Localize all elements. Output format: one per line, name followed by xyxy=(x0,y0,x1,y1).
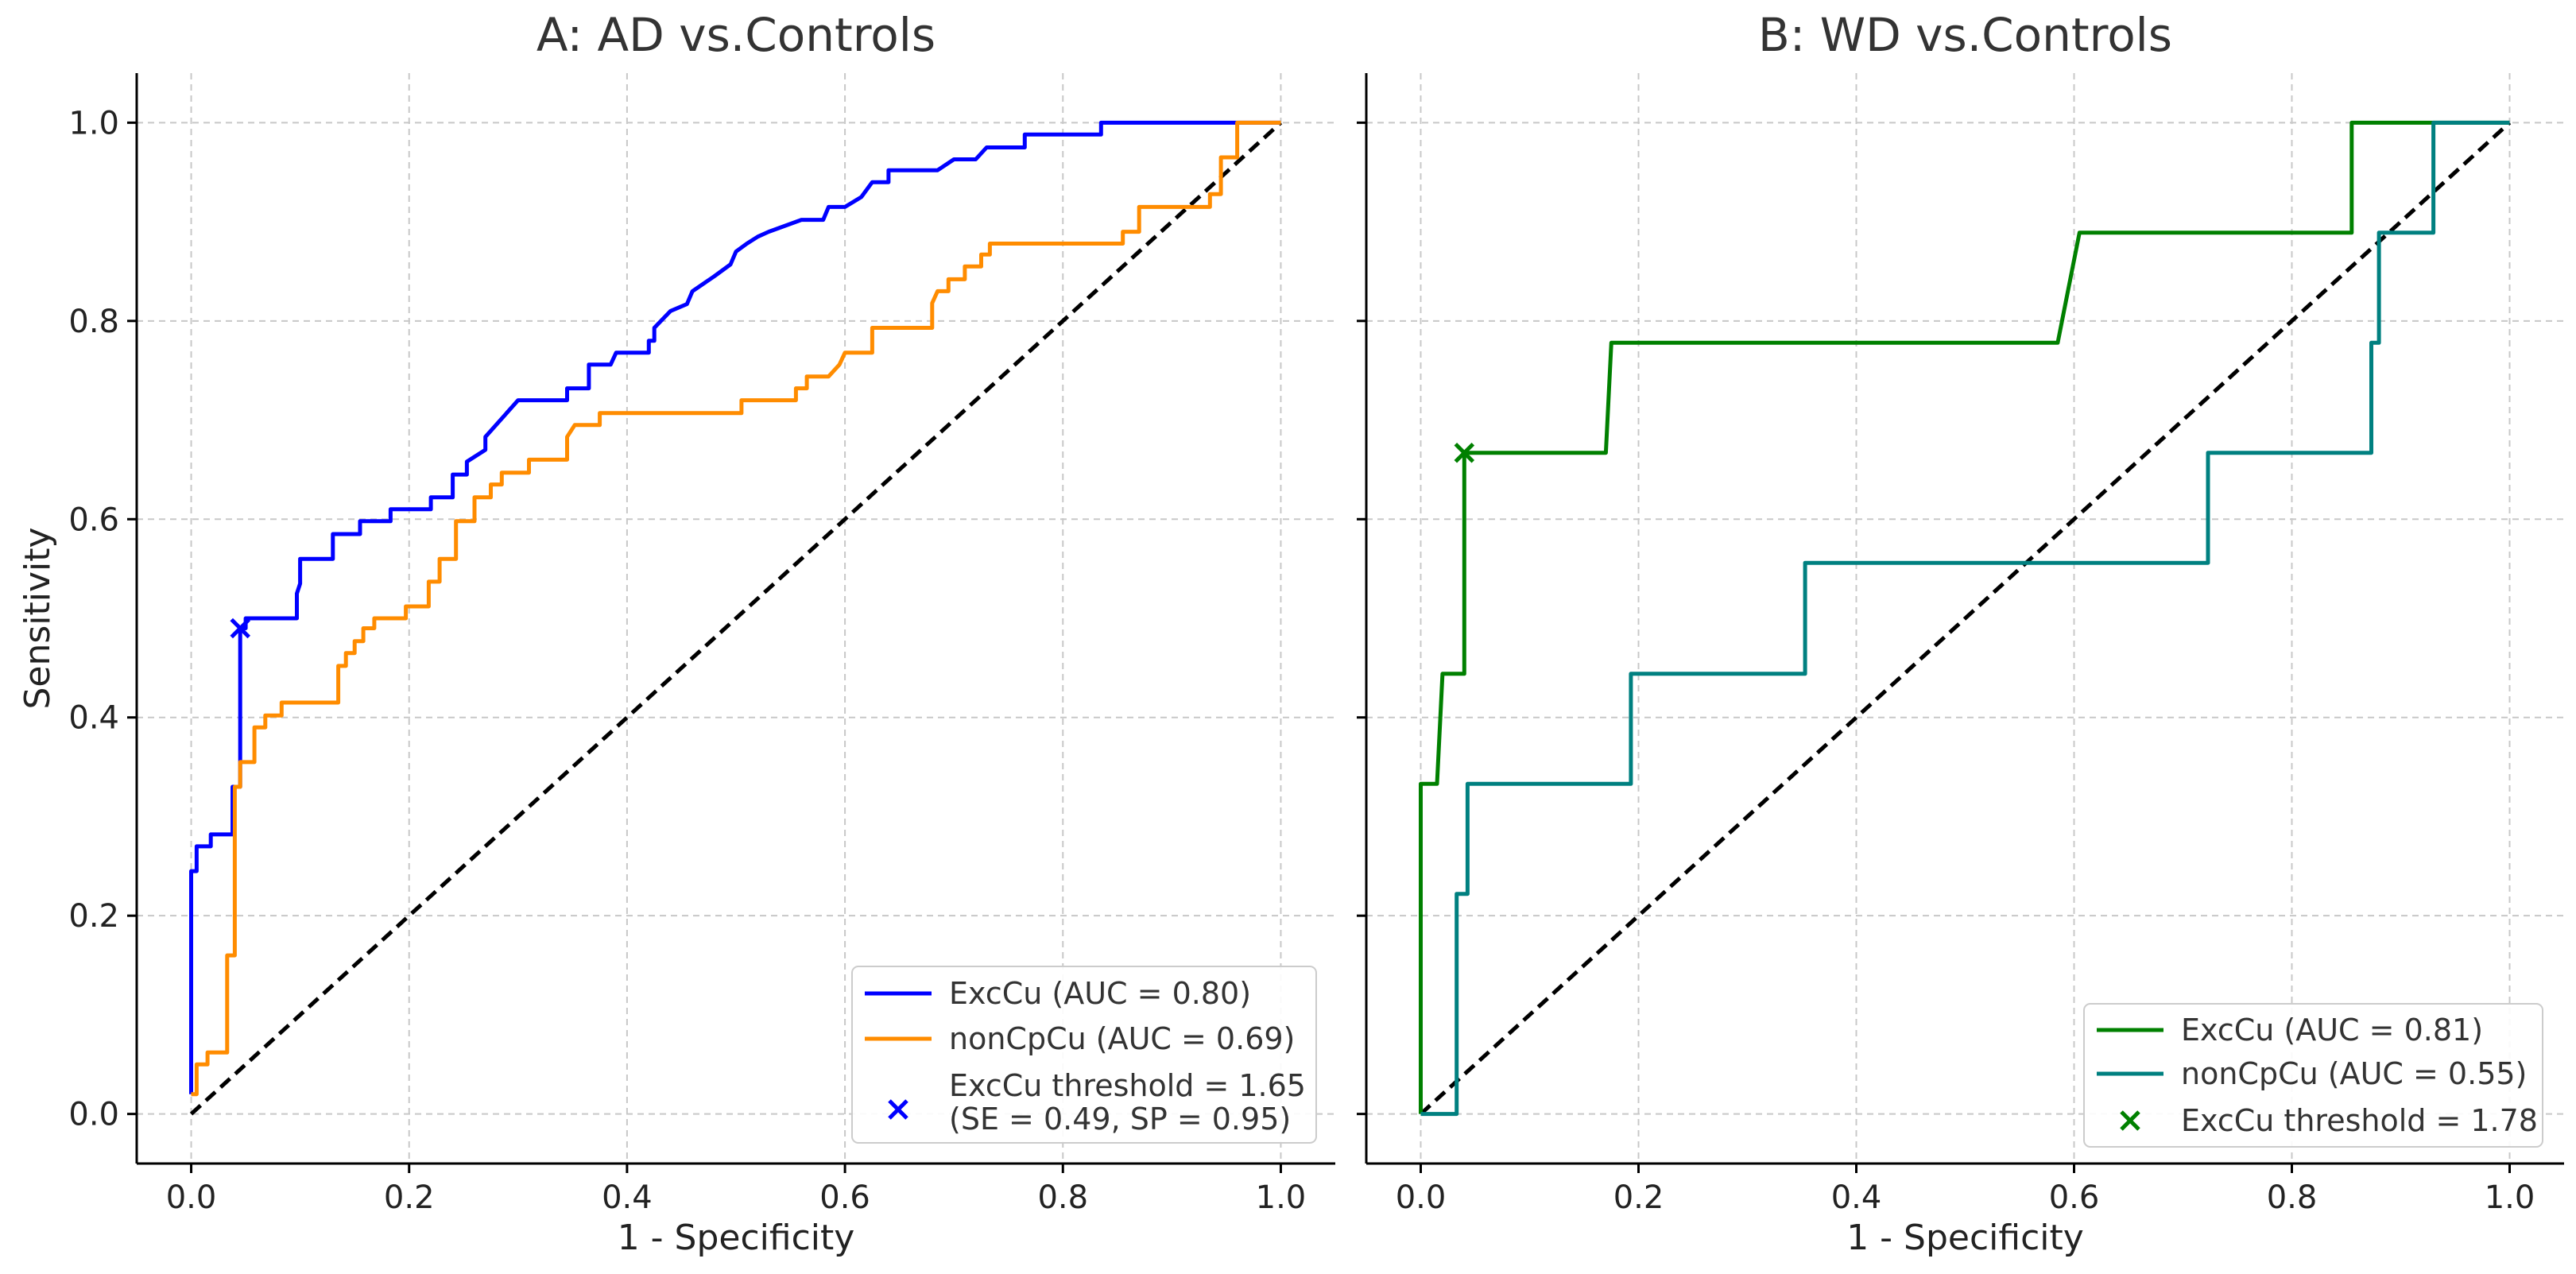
panel-a-x-tick-label-0.8: 0.8 xyxy=(1037,1179,1088,1216)
panel-a-threshold-point xyxy=(230,618,251,639)
panel-b-x-tick-label-0.6: 0.6 xyxy=(2049,1179,2100,1216)
panel-a-legend-box xyxy=(851,966,1317,1144)
panel-b-roc-line-exccu xyxy=(1419,120,2510,1114)
panel-a-legend-label-noncpcu: nonCpCu (AUC = 0.69) xyxy=(949,1021,1295,1056)
panel-a-legend-label-threshold-detail: (SE = 0.49, SP = 0.95) xyxy=(949,1102,1291,1137)
panel-a-roc-line-exccu xyxy=(189,120,1281,1094)
panel-a-grid xyxy=(137,73,1335,1164)
panel-b-x-tick-label-1.0: 1.0 xyxy=(2485,1179,2535,1216)
panel-b-legend-box xyxy=(2083,1003,2543,1148)
panel-a-y-axis-label: Sensitivity xyxy=(17,527,58,709)
panel-a-roc-line-noncpcu xyxy=(191,120,1281,1097)
panel-a-chance-line xyxy=(189,121,1283,1116)
panel-a-y-tick-label-1.0: 1.0 xyxy=(68,105,119,141)
panel-b-threshold-point-stroke-2 xyxy=(1454,442,1475,463)
panel-b-legend-marker-stroke-2 xyxy=(2120,1110,2140,1131)
panel-a-legend: ExcCu (AUC = 0.80) nonCpCu (AUC = 0.69) … xyxy=(851,966,1317,1144)
panel-b-x-tick-label-0.0: 0.0 xyxy=(1396,1179,1447,1216)
panel-b-roc-line-noncpcu xyxy=(1420,120,2510,1117)
panel-b-x-tick-label-0.4: 0.4 xyxy=(1831,1179,1882,1216)
panel-a-legend-marker-stroke-2 xyxy=(888,1099,908,1120)
panel-a-axes: 0.0 0.2 0.4 0.6 0.8 1.0 0.0 0.2 0.4 0.6 0.8 1.0 xyxy=(68,73,1335,1216)
panel-a-x-tick-label-0.6: 0.6 xyxy=(819,1179,870,1216)
panel-b-axes: 0.0 0.2 0.4 0.6 0.8 1.0 xyxy=(1357,73,2564,1216)
panel-a-y-tick-label-0.0: 0.0 xyxy=(68,1097,119,1133)
panel-a-legend-label-exccu: ExcCu (AUC = 0.80) xyxy=(949,976,1251,1011)
panel-a-x-tick-label-0.4: 0.4 xyxy=(602,1179,653,1216)
panel-a-x-tick-label-1.0: 1.0 xyxy=(1256,1179,1307,1216)
panel-b-series xyxy=(1419,120,2510,1117)
panel-a-threshold-point-stroke-2 xyxy=(230,618,251,639)
panel-a-x-tick-label-0.2: 0.2 xyxy=(384,1179,435,1216)
panel-b-reference xyxy=(1419,121,2512,1116)
panel-b-threshold-point xyxy=(1454,442,1475,463)
panel-b-chance-line xyxy=(1419,121,2512,1116)
panel-b-title: B: WD vs.Controls xyxy=(1758,8,2172,62)
panel-a-legend-label-threshold: ExcCu threshold = 1.65 xyxy=(949,1068,1306,1103)
panel-a-y-tick-label-0.2: 0.2 xyxy=(68,898,119,935)
panel-a-series xyxy=(189,120,1281,1097)
panel-a-x-tick-label-0.0: 0.0 xyxy=(166,1179,217,1216)
panel-a-x-axis-label: 1 - Specificity xyxy=(618,1218,855,1258)
panel-a-title: A: AD vs.Controls xyxy=(537,8,935,62)
panel-a-y-tick-label-0.4: 0.4 xyxy=(68,700,119,737)
panel-a-legend-threshold-marker xyxy=(888,1099,908,1120)
panel-b: 0.0 0.2 0.4 0.6 0.8 1.0 B: WD vs.Controls 1 -… xyxy=(1357,8,2564,1258)
panel-a-y-tick-label-0.6: 0.6 xyxy=(68,501,119,538)
panel-b-legend: ExcCu (AUC = 0.81) nonCpCu (AUC = 0.55) … xyxy=(2083,1003,2543,1148)
panel-b-legend-threshold-marker xyxy=(2120,1110,2140,1131)
panel-b-legend-label-exccu: ExcCu (AUC = 0.81) xyxy=(2181,1013,2483,1047)
panel-b-legend-label-noncpcu: nonCpCu (AUC = 0.55) xyxy=(2181,1056,2527,1091)
panel-a: 0.0 0.2 0.4 0.6 0.8 1.0 0.0 0.2 0.4 0.6 0.8 1.0 A: … xyxy=(17,8,1335,1258)
panel-b-x-axis-label: 1 - Specificity xyxy=(1846,1218,2084,1258)
panel-b-x-tick-label-0.2: 0.2 xyxy=(1613,1179,1664,1216)
panel-a-y-tick-label-0.8: 0.8 xyxy=(68,304,119,340)
panel-a-reference xyxy=(189,121,1283,1116)
panel-b-x-tick-label-0.8: 0.8 xyxy=(2267,1179,2318,1216)
panel-b-legend-label-threshold: ExcCu threshold = 1.78 xyxy=(2181,1103,2538,1138)
